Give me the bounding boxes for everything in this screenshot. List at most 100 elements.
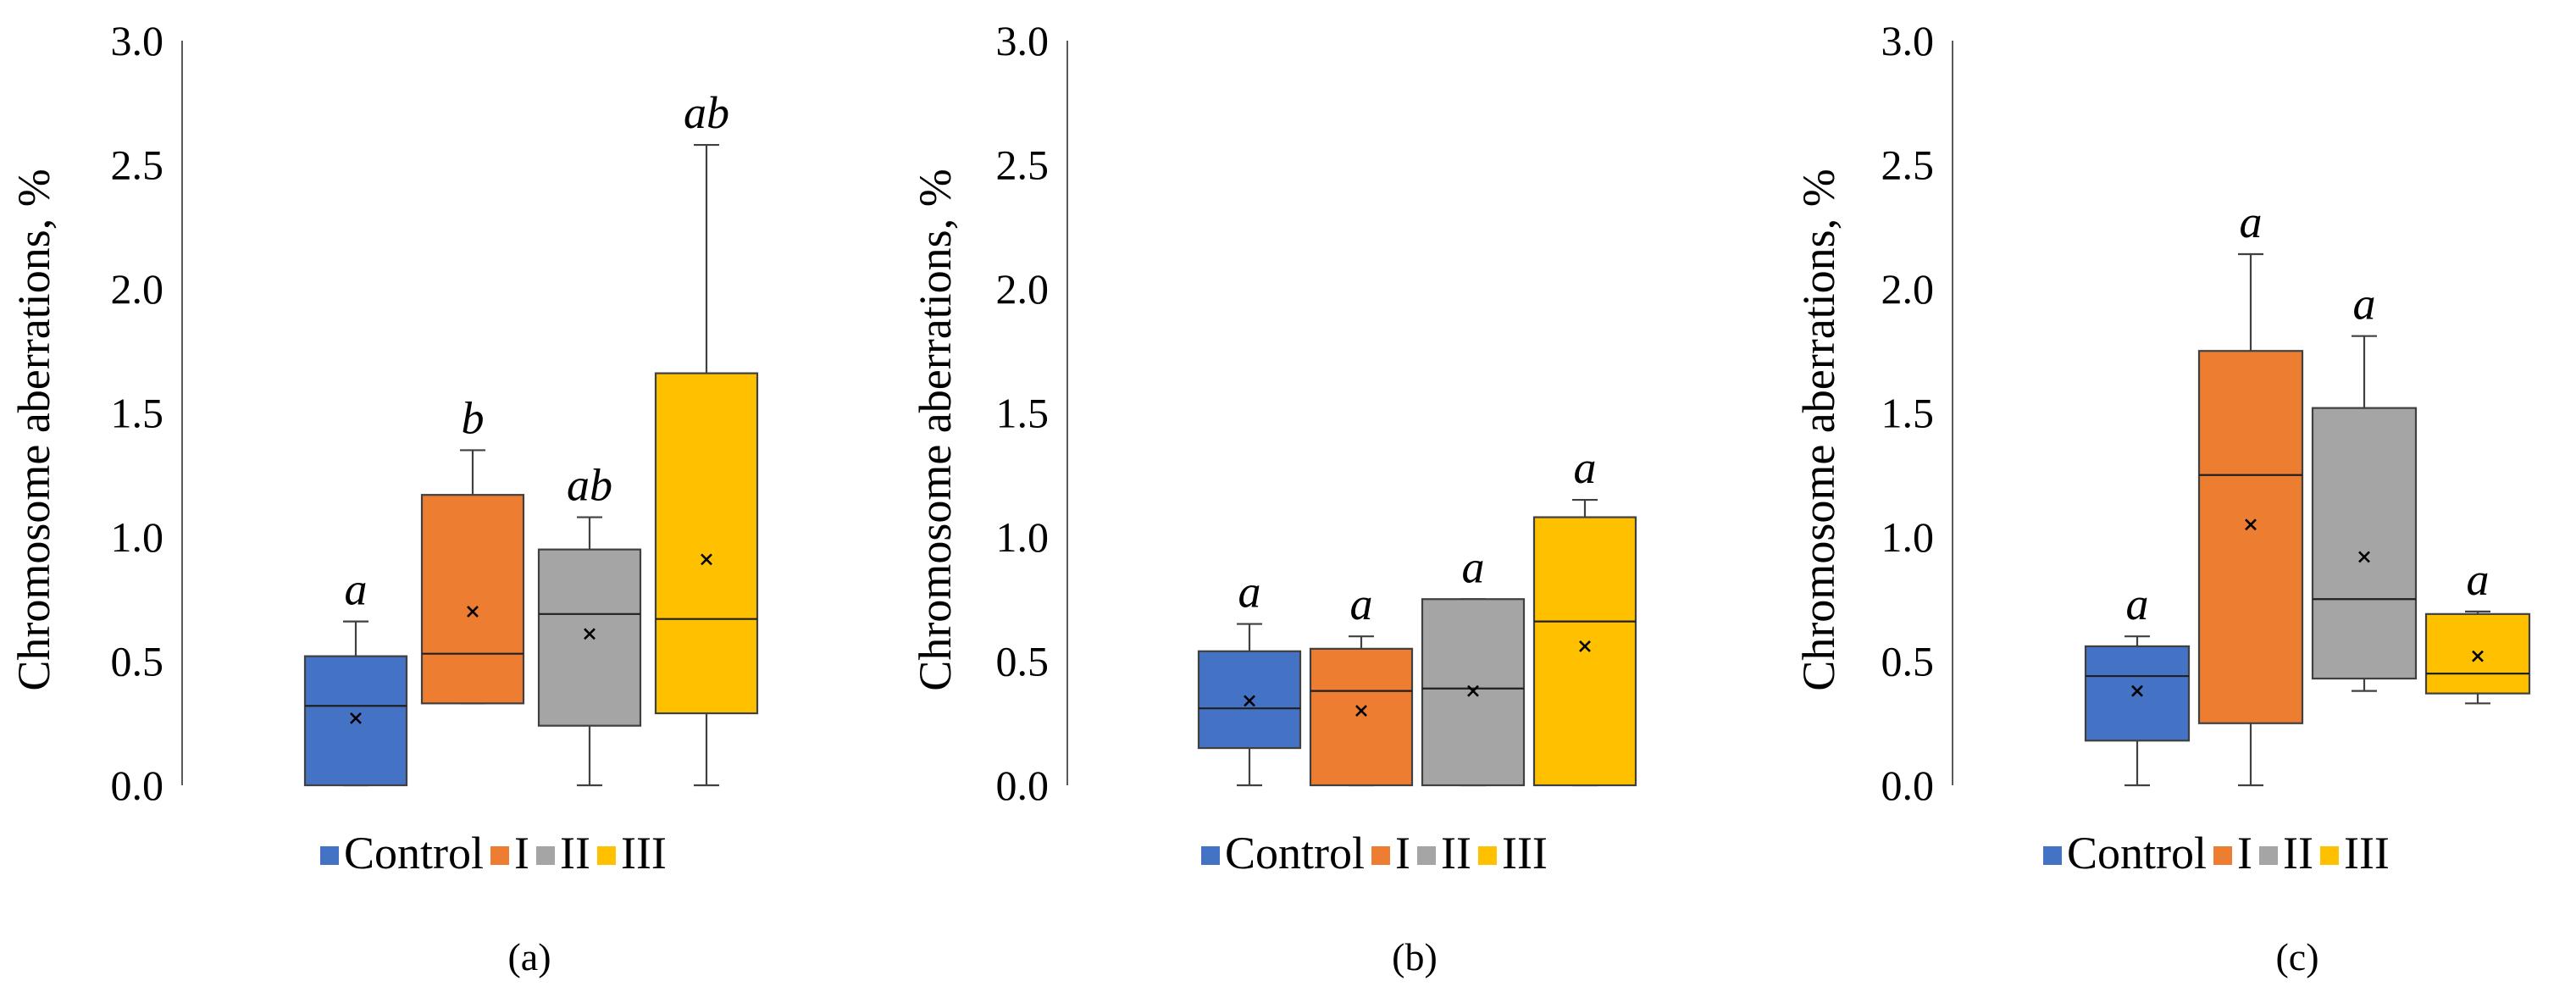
panel-label: (a) — [507, 935, 551, 978]
box-group-i: a — [1309, 579, 1414, 787]
box-group-iii: a — [1532, 442, 1637, 787]
significance-letter: a — [2126, 579, 2149, 629]
significance-letter: a — [2240, 197, 2263, 247]
mean-marker — [2358, 551, 2370, 563]
legend-swatch-control — [2043, 846, 2062, 865]
box-group-ii: a — [2311, 279, 2418, 692]
y-tick-label: 1.0 — [1881, 513, 1935, 561]
significance-letter: a — [2467, 554, 2490, 605]
legend-swatch-control — [1201, 846, 1220, 865]
mean-marker — [1244, 695, 1255, 707]
y-tick-label: 2.0 — [1881, 265, 1935, 313]
y-tick-label: 1.0 — [996, 513, 1050, 561]
box-body — [2311, 407, 2418, 680]
significance-letter: a — [345, 564, 368, 615]
legend-label: Control — [344, 828, 484, 878]
y-tick-label: 0.5 — [111, 638, 164, 685]
box-group-iii: ab — [654, 87, 759, 787]
y-tick-label: 2.0 — [111, 265, 164, 313]
y-axis-title: Chromosome aberrations, % — [910, 169, 961, 690]
y-tick-label: 3.0 — [111, 17, 164, 64]
mean-marker — [1467, 684, 1479, 697]
chart-panel-1: 0.0 0.5 1.0 1.5 2.0 2.5 3.0 Chromosome aberrati… — [8, 17, 759, 978]
legend-label: I — [2237, 828, 2252, 878]
legend-swatch-iii — [2319, 846, 2339, 865]
box-body — [2084, 645, 2191, 742]
legend-swatch-ii — [536, 846, 555, 865]
box-group-i: b — [420, 392, 525, 705]
legend-label: II — [2283, 828, 2313, 878]
legend-label: II — [560, 828, 590, 878]
chart-panel-3: 0.0 0.5 1.0 1.5 2.0 2.5 3.0 Chromosome aberrati… — [1793, 17, 2531, 978]
legend-label: I — [514, 828, 529, 878]
panel-label: (b) — [1392, 935, 1438, 978]
mean-marker — [2131, 684, 2143, 697]
legend-label: I — [1395, 828, 1410, 878]
box-body — [303, 655, 408, 787]
legend-label: Control — [2067, 828, 2207, 878]
legend-swatch-control — [320, 846, 339, 865]
mean-marker — [2245, 518, 2257, 531]
y-tick-label: 0.0 — [111, 762, 164, 809]
legend-swatch-i — [490, 846, 510, 865]
legend-label: III — [2344, 828, 2390, 878]
legend-swatch-i — [1371, 846, 1391, 865]
mean-marker — [1355, 705, 1367, 718]
y-tick-label: 1.5 — [111, 390, 164, 437]
box-group-iii: a — [2424, 554, 2531, 705]
significance-letter: a — [1574, 442, 1597, 493]
y-tick-label: 3.0 — [996, 17, 1050, 64]
significance-letter: a — [1462, 541, 1485, 592]
legend-swatch-i — [2213, 846, 2233, 865]
box-body — [654, 372, 759, 715]
box-body — [1421, 598, 1526, 787]
significance-letter: ab — [567, 460, 612, 511]
mean-marker — [701, 553, 712, 566]
mean-marker — [584, 628, 596, 640]
y-tick-label: 0.0 — [996, 762, 1050, 809]
legend-swatch-iii — [1477, 846, 1497, 865]
box-group-control: a — [2084, 579, 2191, 787]
y-tick-label: 2.5 — [1881, 141, 1935, 189]
mean-marker — [1579, 640, 1591, 652]
significance-letter: a — [1238, 567, 1261, 618]
box-body — [2197, 350, 2304, 724]
mean-marker — [467, 605, 479, 618]
panel-label: (c) — [2275, 935, 2318, 978]
y-tick-label: 2.0 — [996, 265, 1050, 313]
mean-marker — [350, 712, 362, 724]
box-body — [1309, 647, 1414, 787]
chart-panel-2: 0.0 0.5 1.0 1.5 2.0 2.5 3.0 Chromosome aberrati… — [910, 17, 1637, 978]
legend-swatch-iii — [596, 846, 616, 865]
box-body — [2424, 612, 2531, 695]
y-tick-label: 0.0 — [1881, 762, 1935, 809]
significance-letter: a — [2353, 279, 2376, 330]
y-tick-label: 1.5 — [1881, 390, 1935, 437]
box-group-ii: a — [1421, 541, 1526, 787]
y-tick-label: 1.5 — [996, 390, 1050, 437]
mean-marker — [2472, 650, 2484, 662]
legend-swatch-ii — [1417, 846, 1436, 865]
legend: Control I II III — [320, 828, 667, 878]
significance-letter: b — [462, 392, 485, 443]
box-group-i: a — [2197, 197, 2304, 787]
y-tick-label: 2.5 — [111, 141, 164, 189]
legend-swatch-ii — [2259, 846, 2278, 865]
box-body — [537, 548, 642, 727]
box-group-control: a — [303, 564, 408, 787]
significance-letter: ab — [684, 87, 729, 138]
y-tick-label: 2.5 — [996, 141, 1050, 189]
y-axis-title: Chromosome aberrations, % — [1793, 169, 1844, 690]
y-tick-label: 0.5 — [996, 638, 1050, 685]
legend-label: III — [1502, 828, 1548, 878]
box-body — [420, 494, 525, 705]
legend-label: III — [621, 828, 667, 878]
legend: Control I II III — [2043, 828, 2390, 878]
legend-label: II — [1441, 828, 1471, 878]
legend: Control I II III — [1201, 828, 1548, 878]
y-tick-label: 0.5 — [1881, 638, 1935, 685]
y-axis-title: Chromosome aberrations, % — [8, 169, 59, 690]
box-group-ii: ab — [537, 460, 642, 787]
box-body — [1532, 516, 1637, 787]
